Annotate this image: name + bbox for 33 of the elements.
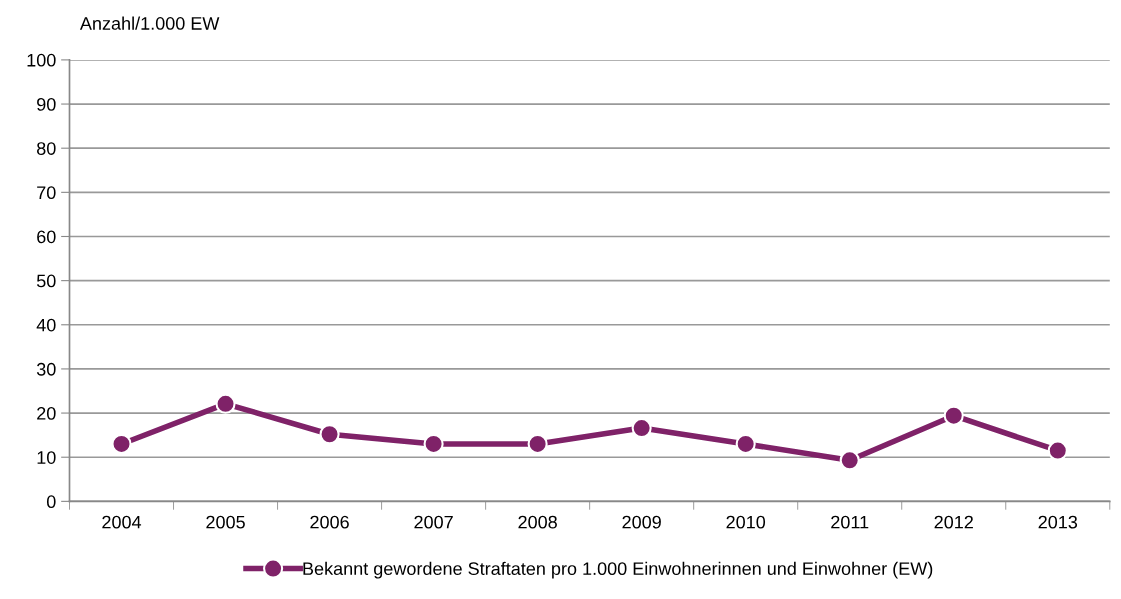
x-tick-label: 2013 [1038, 515, 1078, 529]
y-tick-label: 90 [37, 97, 56, 111]
x-tick-label: 2011 [831, 515, 869, 529]
point [943, 405, 964, 426]
point [527, 433, 548, 455]
x-tick-label: 2005 [206, 515, 245, 529]
y-tick-label: 30 [36, 362, 56, 376]
x-tick-label: 2012 [934, 515, 973, 529]
y-tick-label: 20 [37, 407, 56, 420]
point [215, 393, 236, 414]
x-tick-label: 2008 [518, 515, 557, 529]
x-tick-label: 2004 [102, 515, 142, 529]
y-tick-label: 70 [37, 186, 56, 200]
x-tick-label: 2009 [622, 515, 661, 529]
y-tick-label: 50 [36, 274, 56, 288]
y-tick-label: 40 [36, 318, 56, 332]
y-tick-label: 60 [37, 230, 56, 244]
point [839, 450, 860, 471]
y-tick-label: 80 [37, 142, 56, 155]
y-tick-label: 0 [46, 495, 56, 509]
legend-label: Bekannt gewordene Straftaten pro 1.000 Einwohnerinnen und Einwohner (EW) [303, 561, 933, 579]
y-tick-label: 100 [27, 53, 56, 67]
point [631, 418, 652, 439]
y-axis-title: Anzahl/1.000 EW [79, 16, 220, 30]
point [111, 433, 132, 455]
point [735, 433, 756, 455]
x-tick-label: 2007 [414, 515, 453, 529]
x-tick-label: 2010 [726, 515, 766, 529]
x-tick-label: 2006 [310, 515, 349, 529]
y-tick-label: 10 [37, 451, 56, 464]
point [319, 424, 340, 445]
point [423, 433, 444, 455]
point [1047, 440, 1068, 461]
